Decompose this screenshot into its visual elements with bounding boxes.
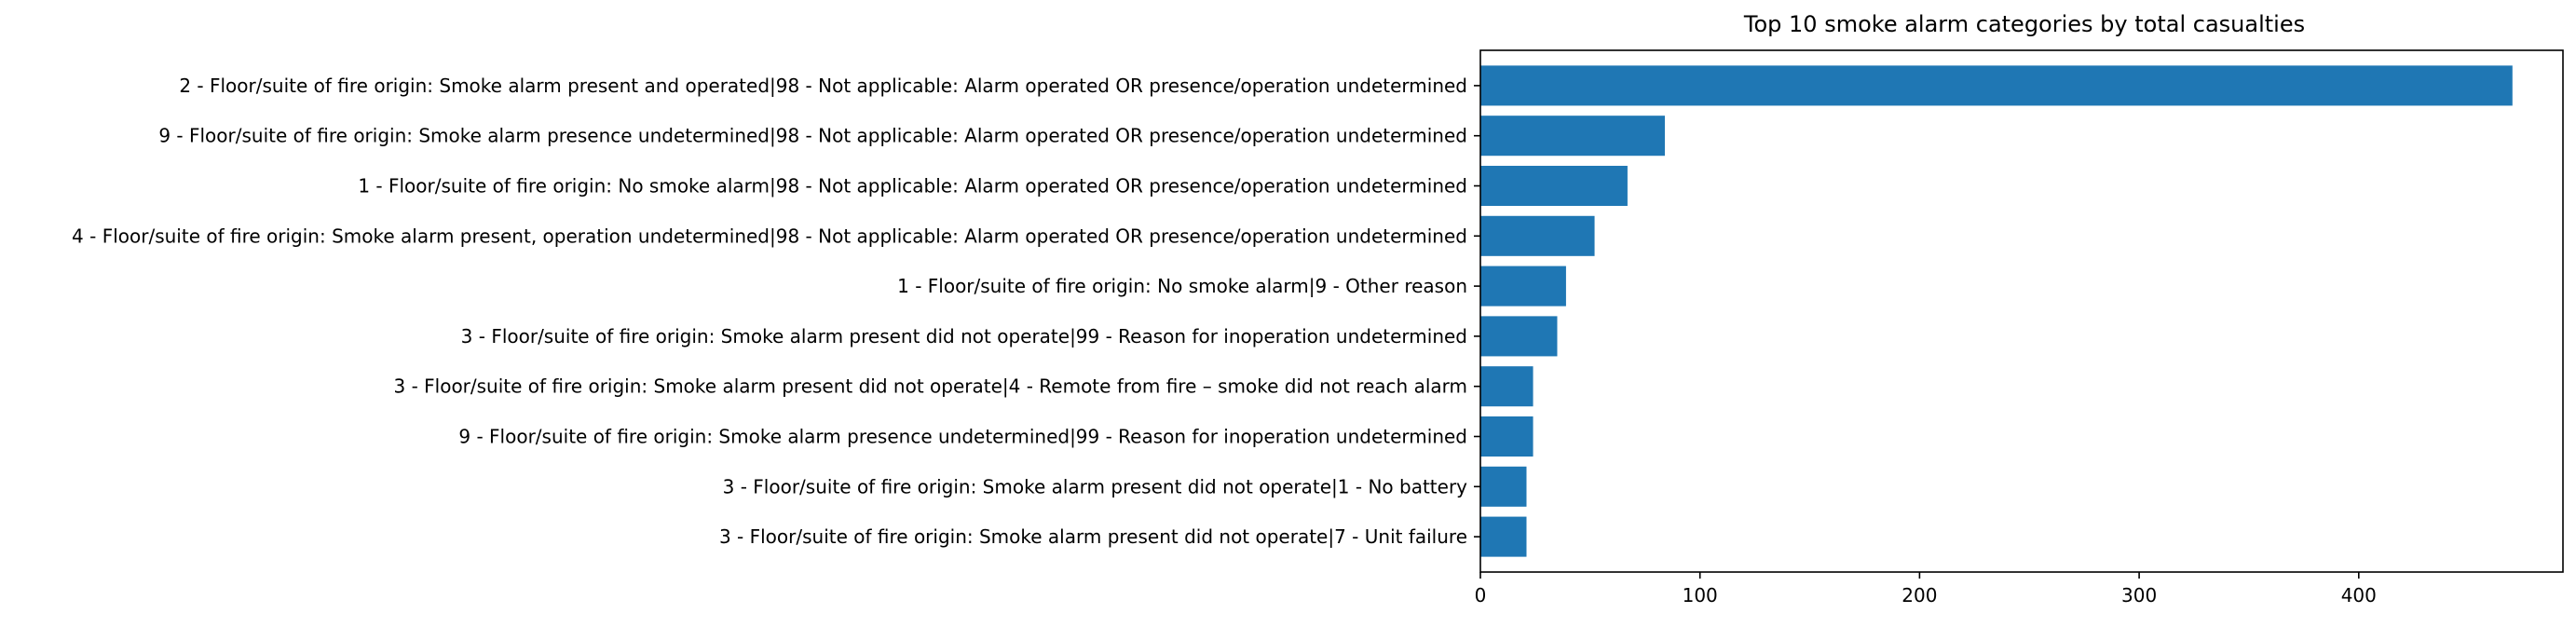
category-label: 1 - Floor/suite of fire origin: No smoke…	[897, 275, 1467, 297]
bar	[1480, 366, 1533, 407]
bar	[1480, 165, 1628, 207]
x-tick-label: 300	[2121, 584, 2157, 607]
bar	[1480, 316, 1558, 357]
category-label: 3 - Floor/suite of fire origin: Smoke al…	[393, 375, 1467, 398]
category-labels: 2 - Floor/suite of fire origin: Smoke al…	[72, 75, 1480, 548]
category-label: 2 - Floor/suite of fire origin: Smoke al…	[179, 75, 1467, 97]
category-label: 1 - Floor/suite of fire origin: No smoke…	[358, 175, 1467, 198]
bar	[1480, 116, 1665, 157]
bars	[1480, 65, 2513, 557]
category-label: 9 - Floor/suite of fire origin: Smoke al…	[458, 426, 1467, 448]
x-tick-label: 200	[1901, 584, 1937, 607]
bar	[1480, 416, 1533, 457]
category-label: 9 - Floor/suite of fire origin: Smoke al…	[158, 125, 1467, 147]
x-tick-label: 100	[1683, 584, 1718, 607]
bar	[1480, 215, 1595, 256]
bar	[1480, 466, 1527, 507]
x-tick-label: 400	[2341, 584, 2377, 607]
chart-title: Top 10 smoke alarm categories by total c…	[1743, 11, 2305, 37]
axes-frame	[1479, 49, 2564, 573]
bar	[1480, 516, 1527, 557]
category-label: 4 - Floor/suite of fire origin: Smoke al…	[72, 225, 1467, 247]
bar	[1480, 65, 2513, 106]
x-axis-ticks: 0 100 200 300 400	[1475, 572, 2377, 607]
category-label: 3 - Floor/suite of fire origin: Smoke al…	[723, 475, 1468, 498]
x-tick-label: 0	[1475, 584, 1487, 607]
category-label: 3 - Floor/suite of fire origin: Smoke al…	[461, 325, 1467, 348]
bar	[1480, 266, 1566, 307]
category-label: 3 - Floor/suite of fire origin: Smoke al…	[719, 525, 1467, 548]
plot-frame	[1479, 49, 2564, 573]
